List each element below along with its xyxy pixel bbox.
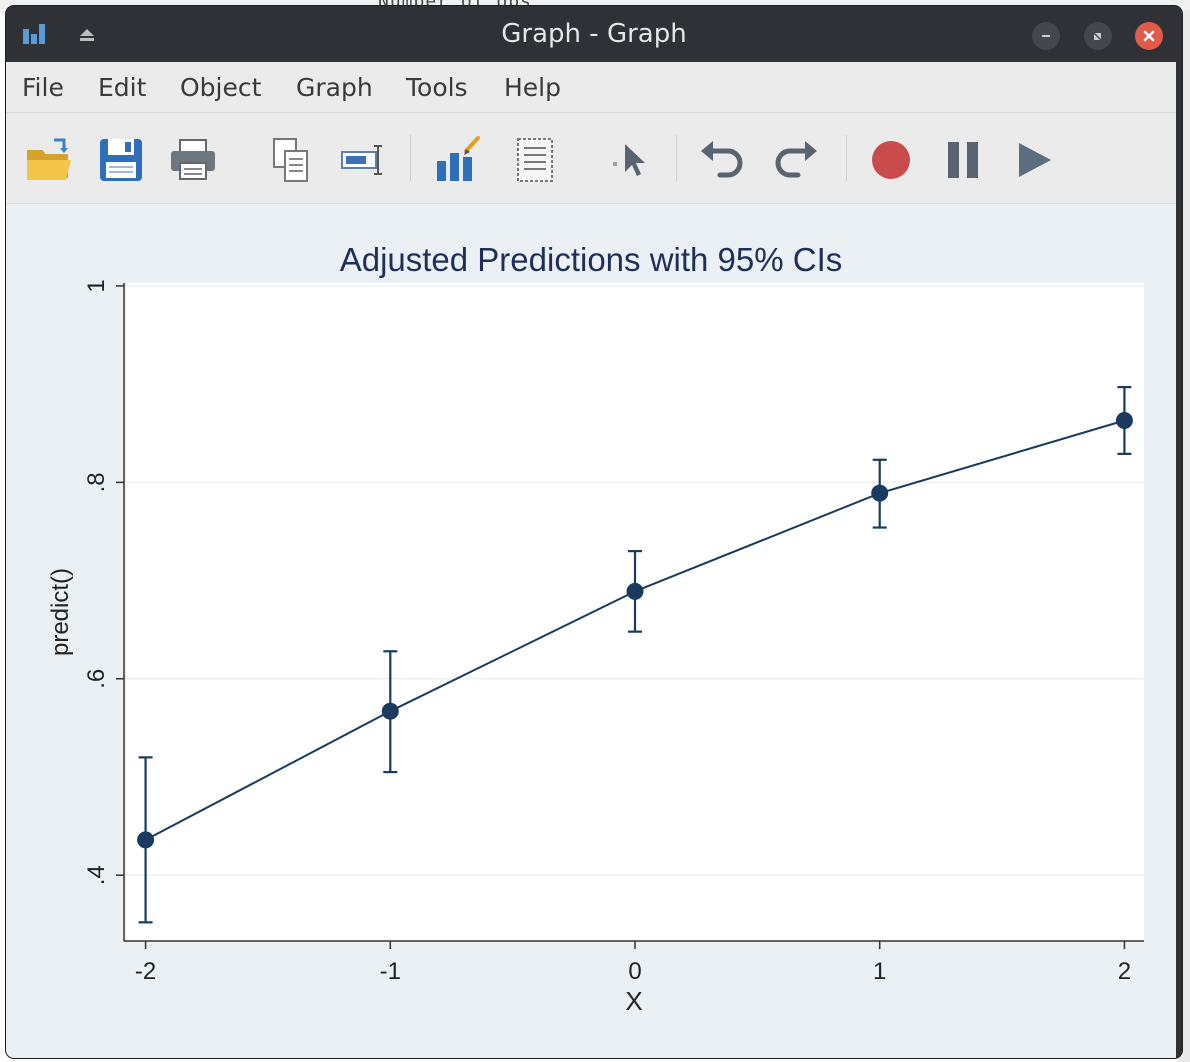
shade-window-icon[interactable] xyxy=(78,28,96,42)
y-axis-label: predict() xyxy=(47,568,74,656)
pause-button[interactable] xyxy=(936,133,990,187)
x-tick-label: 0 xyxy=(628,958,641,985)
x-tick-label: 2 xyxy=(1118,958,1131,985)
y-tick-label: .4 xyxy=(83,865,110,885)
toolbar-separator xyxy=(846,135,847,181)
x-tick-label: -2 xyxy=(135,958,156,985)
redo-icon xyxy=(775,141,817,178)
menu-bar: File Edit Object Graph Tools Help xyxy=(6,62,1176,113)
print-button[interactable] xyxy=(166,133,220,187)
y-tick-label: 1 xyxy=(83,279,110,292)
x-tick-label: -1 xyxy=(380,958,401,985)
close-icon xyxy=(1143,30,1155,42)
object-browser-button[interactable] xyxy=(508,133,562,187)
pointer-tool-button[interactable] xyxy=(604,133,658,187)
copy-icon xyxy=(273,138,308,182)
menu-object[interactable]: Object xyxy=(180,73,262,102)
toolbar-separator xyxy=(410,135,411,181)
rename-button[interactable] xyxy=(336,133,390,187)
y-tick-label: .8 xyxy=(83,472,110,492)
open-folder-icon xyxy=(27,138,71,180)
open-button[interactable] xyxy=(22,133,76,187)
x-tick-label: 1 xyxy=(873,958,886,985)
y-tick-label: .6 xyxy=(83,669,110,689)
close-button[interactable] xyxy=(1135,22,1163,50)
graph-editor-icon xyxy=(437,136,480,181)
graph-canvas[interactable]: Adjusted Predictions with 95% CIs .4 .6 .8… xyxy=(6,204,1176,1058)
title-bar[interactable]: Graph - Graph xyxy=(6,6,1182,62)
pause-icon xyxy=(948,142,978,178)
print-icon xyxy=(171,139,215,180)
undo-button[interactable] xyxy=(696,133,750,187)
graph-editor-button[interactable] xyxy=(430,133,484,187)
menu-tools[interactable]: Tools xyxy=(406,73,468,102)
toolbar xyxy=(6,113,1176,204)
data-point xyxy=(1115,411,1133,429)
menu-help[interactable]: Help xyxy=(504,73,561,102)
data-point xyxy=(626,582,644,600)
rename-icon xyxy=(341,145,382,175)
play-icon xyxy=(1019,143,1051,177)
undo-icon xyxy=(701,141,743,178)
minimize-icon xyxy=(1042,35,1050,37)
minimize-button[interactable] xyxy=(1032,22,1060,50)
play-button[interactable] xyxy=(1006,133,1060,187)
graph-window: Graph - Graph File Edit Object Graph Too… xyxy=(6,6,1182,1058)
save-button[interactable] xyxy=(94,133,148,187)
data-point xyxy=(381,702,399,720)
menu-edit[interactable]: Edit xyxy=(98,73,147,102)
redo-button[interactable] xyxy=(768,133,822,187)
pointer-icon xyxy=(613,144,645,176)
chart-title: Adjusted Predictions with 95% CIs xyxy=(340,241,843,278)
x-axis-label: X xyxy=(625,986,642,1016)
menu-graph[interactable]: Graph xyxy=(296,73,373,102)
data-point xyxy=(137,831,155,849)
toolbar-separator xyxy=(676,135,677,181)
record-icon xyxy=(872,141,910,179)
menu-file[interactable]: File xyxy=(22,73,64,102)
restore-icon xyxy=(1094,33,1101,40)
data-point xyxy=(871,484,889,502)
maximize-button[interactable] xyxy=(1084,22,1112,50)
stata-graph-app-icon xyxy=(20,21,48,47)
chart-svg: Adjusted Predictions with 95% CIs .4 .6 .8… xyxy=(47,241,1144,1016)
window-title: Graph - Graph xyxy=(501,19,687,49)
save-icon xyxy=(100,139,142,181)
object-browser-icon xyxy=(517,138,553,182)
record-button[interactable] xyxy=(864,133,918,187)
copy-button[interactable] xyxy=(264,133,318,187)
